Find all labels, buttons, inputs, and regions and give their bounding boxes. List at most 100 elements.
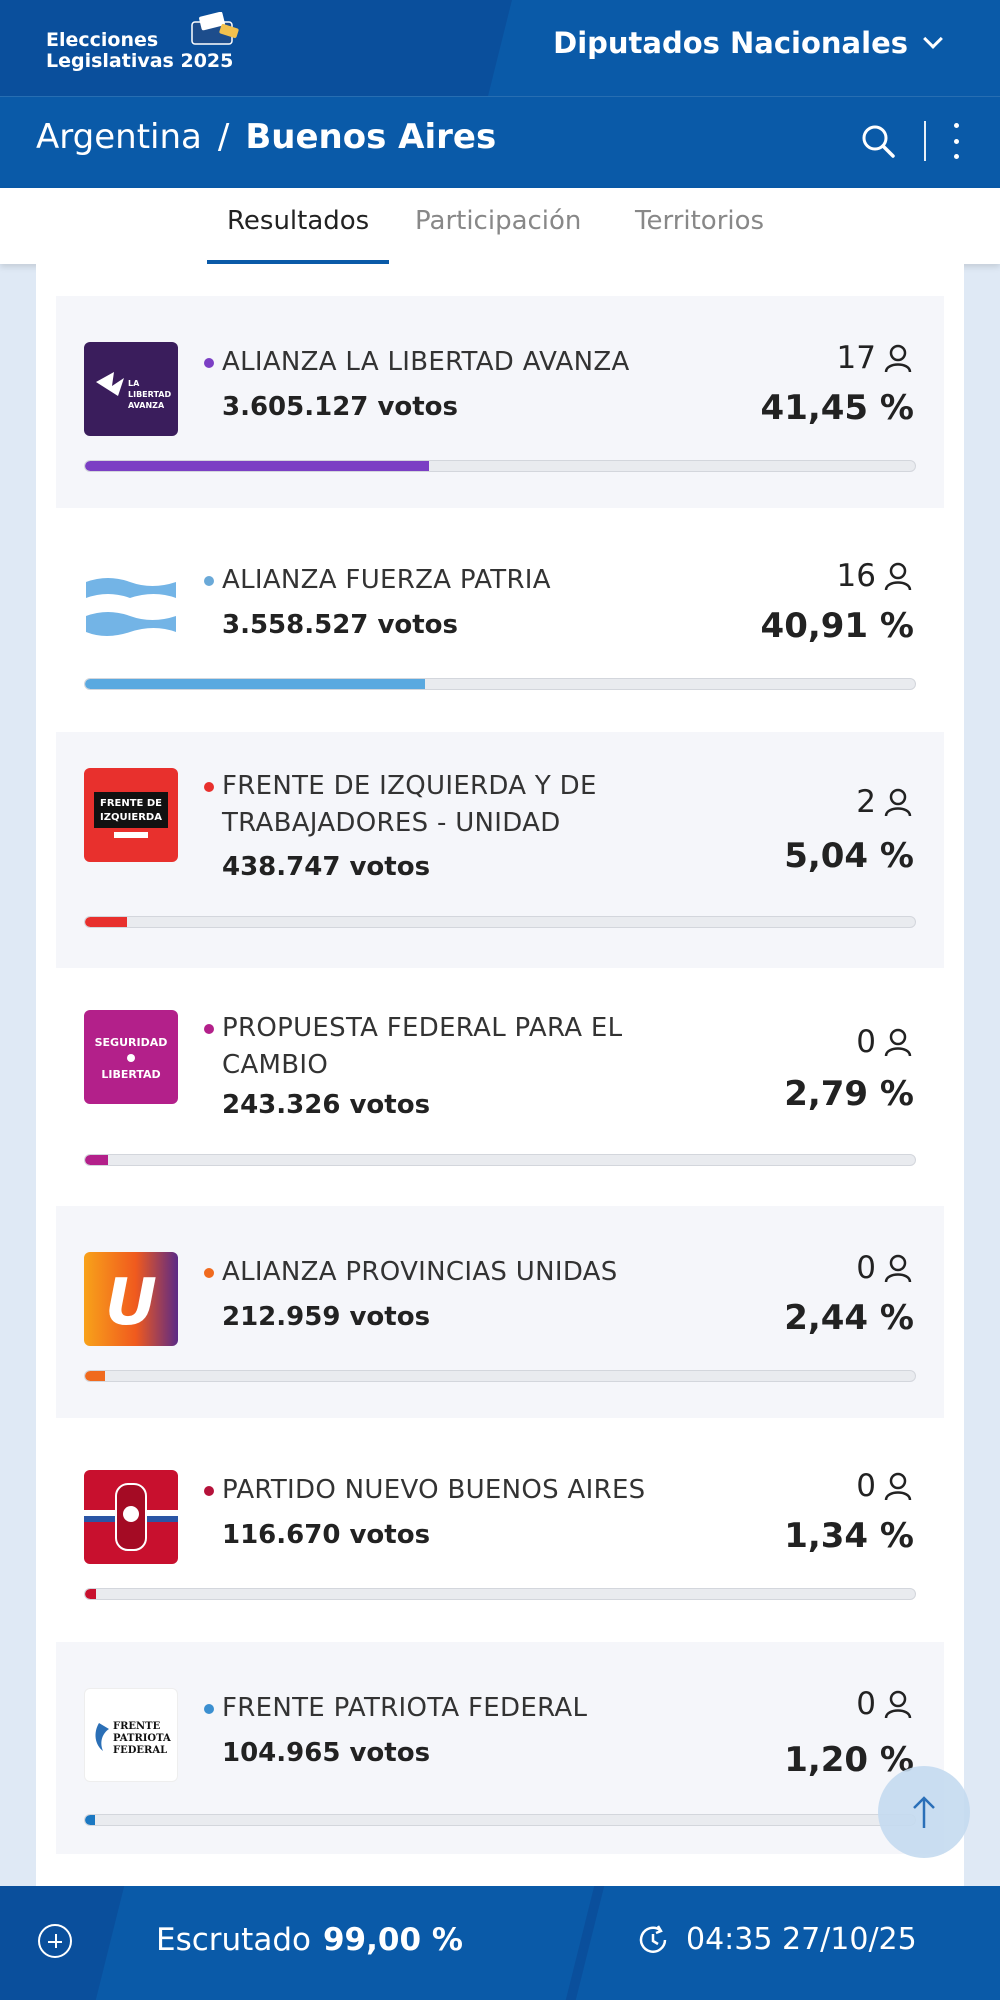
party-color-dot bbox=[204, 576, 214, 586]
chevron-down-icon bbox=[923, 29, 943, 49]
party-card[interactable]: SEGURIDAD LIBERTAD PROPUESTA FEDERAL PAR… bbox=[56, 974, 944, 1200]
party-votes: 438.747 votos bbox=[222, 852, 431, 882]
party-card[interactable]: U ALIANZA PROVINCIAS UNIDAS 212.959 voto… bbox=[56, 1206, 944, 1418]
party-card[interactable]: PARTIDO NUEVO BUENOS AIRES 116.670 votos… bbox=[56, 1424, 944, 1636]
tab-resultados[interactable]: Resultados bbox=[207, 206, 390, 264]
party-card[interactable]: FRENTE PATRIOTA FEDERAL FRENTE PATRIOTA … bbox=[56, 1642, 944, 1854]
results-list: LA LIBERTAD AVANZA ALIANZA LA LIBERTAD A… bbox=[36, 264, 964, 1886]
user-icon bbox=[884, 788, 912, 817]
party-name: PARTIDO NUEVO BUENOS AIRES bbox=[222, 1475, 646, 1505]
arrow-up-icon bbox=[913, 1796, 935, 1828]
party-card[interactable]: FRENTE DE IZQUIERDA FRENTE DE IZQUIERDA … bbox=[56, 732, 944, 968]
divider bbox=[924, 121, 926, 161]
update-timestamp: 04:35 27/10/25 bbox=[686, 1922, 917, 1957]
plus-circle-icon[interactable] bbox=[38, 1924, 72, 1958]
svg-text:PATRIOTA: PATRIOTA bbox=[113, 1733, 171, 1744]
party-color-dot bbox=[204, 1486, 214, 1496]
vote-bar bbox=[84, 460, 916, 472]
party-seats: 0 bbox=[856, 1686, 914, 1722]
svg-text:IZQUIERDA: IZQUIERDA bbox=[100, 812, 162, 823]
chamber-label: Diputados Nacionales bbox=[553, 26, 908, 60]
breadcrumb-country[interactable]: Argentina bbox=[36, 117, 202, 157]
flag-logo bbox=[84, 560, 178, 654]
header-actions bbox=[858, 121, 960, 161]
party-percentage: 40,91 % bbox=[760, 606, 914, 646]
pnba-logo bbox=[84, 1470, 178, 1564]
breadcrumb: Argentina / Buenos Aires bbox=[36, 117, 496, 157]
party-color-dot bbox=[204, 1024, 214, 1034]
svg-text:FEDERAL: FEDERAL bbox=[113, 1745, 167, 1756]
vote-bar bbox=[84, 678, 916, 690]
party-name: FRENTE PATRIOTA FEDERAL bbox=[222, 1693, 588, 1723]
tab-bar: Resultados Participación Territorios bbox=[0, 188, 1000, 264]
refresh-clock-icon bbox=[639, 1924, 667, 1953]
last-update: 04:35 27/10/25 bbox=[636, 1922, 917, 1957]
vote-bar-fill bbox=[85, 1155, 109, 1165]
vote-bar-fill bbox=[85, 917, 127, 927]
vote-bar bbox=[84, 1588, 916, 1600]
party-color-dot bbox=[204, 358, 214, 368]
escrutado-status: Escrutado 99,00 % bbox=[156, 1922, 463, 1958]
party-percentage: 5,04 % bbox=[784, 836, 914, 876]
tab-territorios[interactable]: Territorios bbox=[635, 206, 765, 236]
vote-bar-fill bbox=[85, 679, 425, 689]
vote-bar bbox=[84, 1370, 916, 1382]
u-logo: U bbox=[84, 1252, 178, 1346]
breadcrumb-province: Buenos Aires bbox=[245, 117, 497, 157]
party-percentage: 2,79 % bbox=[784, 1074, 914, 1114]
ballot-box-icon bbox=[191, 12, 239, 45]
search-icon[interactable] bbox=[858, 121, 898, 161]
party-seats: 2 bbox=[856, 784, 914, 820]
party-votes: 3.605.127 votos bbox=[222, 392, 459, 422]
party-seats: 0 bbox=[856, 1024, 914, 1060]
svg-text:AVANZA: AVANZA bbox=[128, 401, 165, 410]
scroll-to-top-button[interactable] bbox=[878, 1766, 970, 1858]
party-card[interactable]: LA LIBERTAD AVANZA ALIANZA LA LIBERTAD A… bbox=[56, 296, 944, 508]
user-icon bbox=[884, 1254, 912, 1283]
vote-bar bbox=[84, 1154, 916, 1166]
location-bar: Argentina / Buenos Aires bbox=[0, 96, 1000, 188]
elections-logo[interactable]: Elecciones Legislativas 2025 bbox=[46, 30, 233, 72]
escrutado-label: Escrutado bbox=[156, 1922, 311, 1958]
logo-line-1: Elecciones bbox=[46, 29, 159, 51]
user-icon bbox=[884, 1028, 912, 1057]
tab-participacion[interactable]: Participación bbox=[415, 206, 582, 236]
chamber-selector[interactable]: Diputados Nacionales bbox=[553, 26, 943, 60]
party-name: ALIANZA FUERZA PATRIA bbox=[222, 565, 551, 595]
status-footer: Escrutado 99,00 % 04:35 27/10/25 bbox=[0, 1886, 1000, 2000]
svg-text:SEGURIDAD: SEGURIDAD bbox=[95, 1036, 168, 1049]
vote-bar-fill bbox=[85, 461, 430, 471]
party-name: PROPUESTA FEDERAL PARA EL CAMBIO bbox=[222, 1013, 623, 1080]
escrutado-value: 99,00 % bbox=[322, 1922, 463, 1958]
svg-text:FRENTE: FRENTE bbox=[113, 1721, 161, 1732]
lla-logo: LA LIBERTAD AVANZA bbox=[84, 342, 178, 436]
party-seats: 0 bbox=[856, 1468, 914, 1504]
vote-bar-fill bbox=[85, 1371, 106, 1381]
fpf-logo: FRENTE PATRIOTA FEDERAL bbox=[84, 1688, 178, 1782]
party-seats: 16 bbox=[837, 558, 914, 594]
vote-bar bbox=[84, 1814, 916, 1826]
party-card[interactable]: ALIANZA FUERZA PATRIA 3.558.527 votos 16… bbox=[56, 514, 944, 726]
user-icon bbox=[884, 1472, 912, 1501]
svg-text:LA: LA bbox=[128, 379, 140, 388]
party-color-dot bbox=[204, 1704, 214, 1714]
vote-bar-fill bbox=[85, 1589, 97, 1599]
svg-text:LIBERTAD: LIBERTAD bbox=[128, 390, 171, 399]
party-votes: 243.326 votos bbox=[222, 1090, 431, 1120]
svg-text:U: U bbox=[105, 1266, 157, 1340]
seguridad-logo: SEGURIDAD LIBERTAD bbox=[84, 1010, 178, 1104]
party-votes: 116.670 votos bbox=[222, 1520, 431, 1550]
party-percentage: 1,34 % bbox=[784, 1516, 914, 1556]
party-name: FRENTE DE IZQUIERDA Y DE TRABAJADORES - … bbox=[222, 771, 597, 838]
party-votes: 3.558.527 votos bbox=[222, 610, 459, 640]
more-options-icon[interactable] bbox=[952, 123, 960, 159]
user-icon bbox=[884, 562, 912, 591]
party-seats: 17 bbox=[837, 340, 914, 376]
party-percentage: 2,44 % bbox=[784, 1298, 914, 1338]
logo-line-2: Legislativas 2025 bbox=[46, 50, 234, 72]
party-percentage: 41,45 % bbox=[760, 388, 914, 428]
vote-bar bbox=[84, 916, 916, 928]
party-seats: 0 bbox=[856, 1250, 914, 1286]
user-icon bbox=[884, 1690, 912, 1719]
svg-text:LIBERTAD: LIBERTAD bbox=[101, 1068, 160, 1081]
